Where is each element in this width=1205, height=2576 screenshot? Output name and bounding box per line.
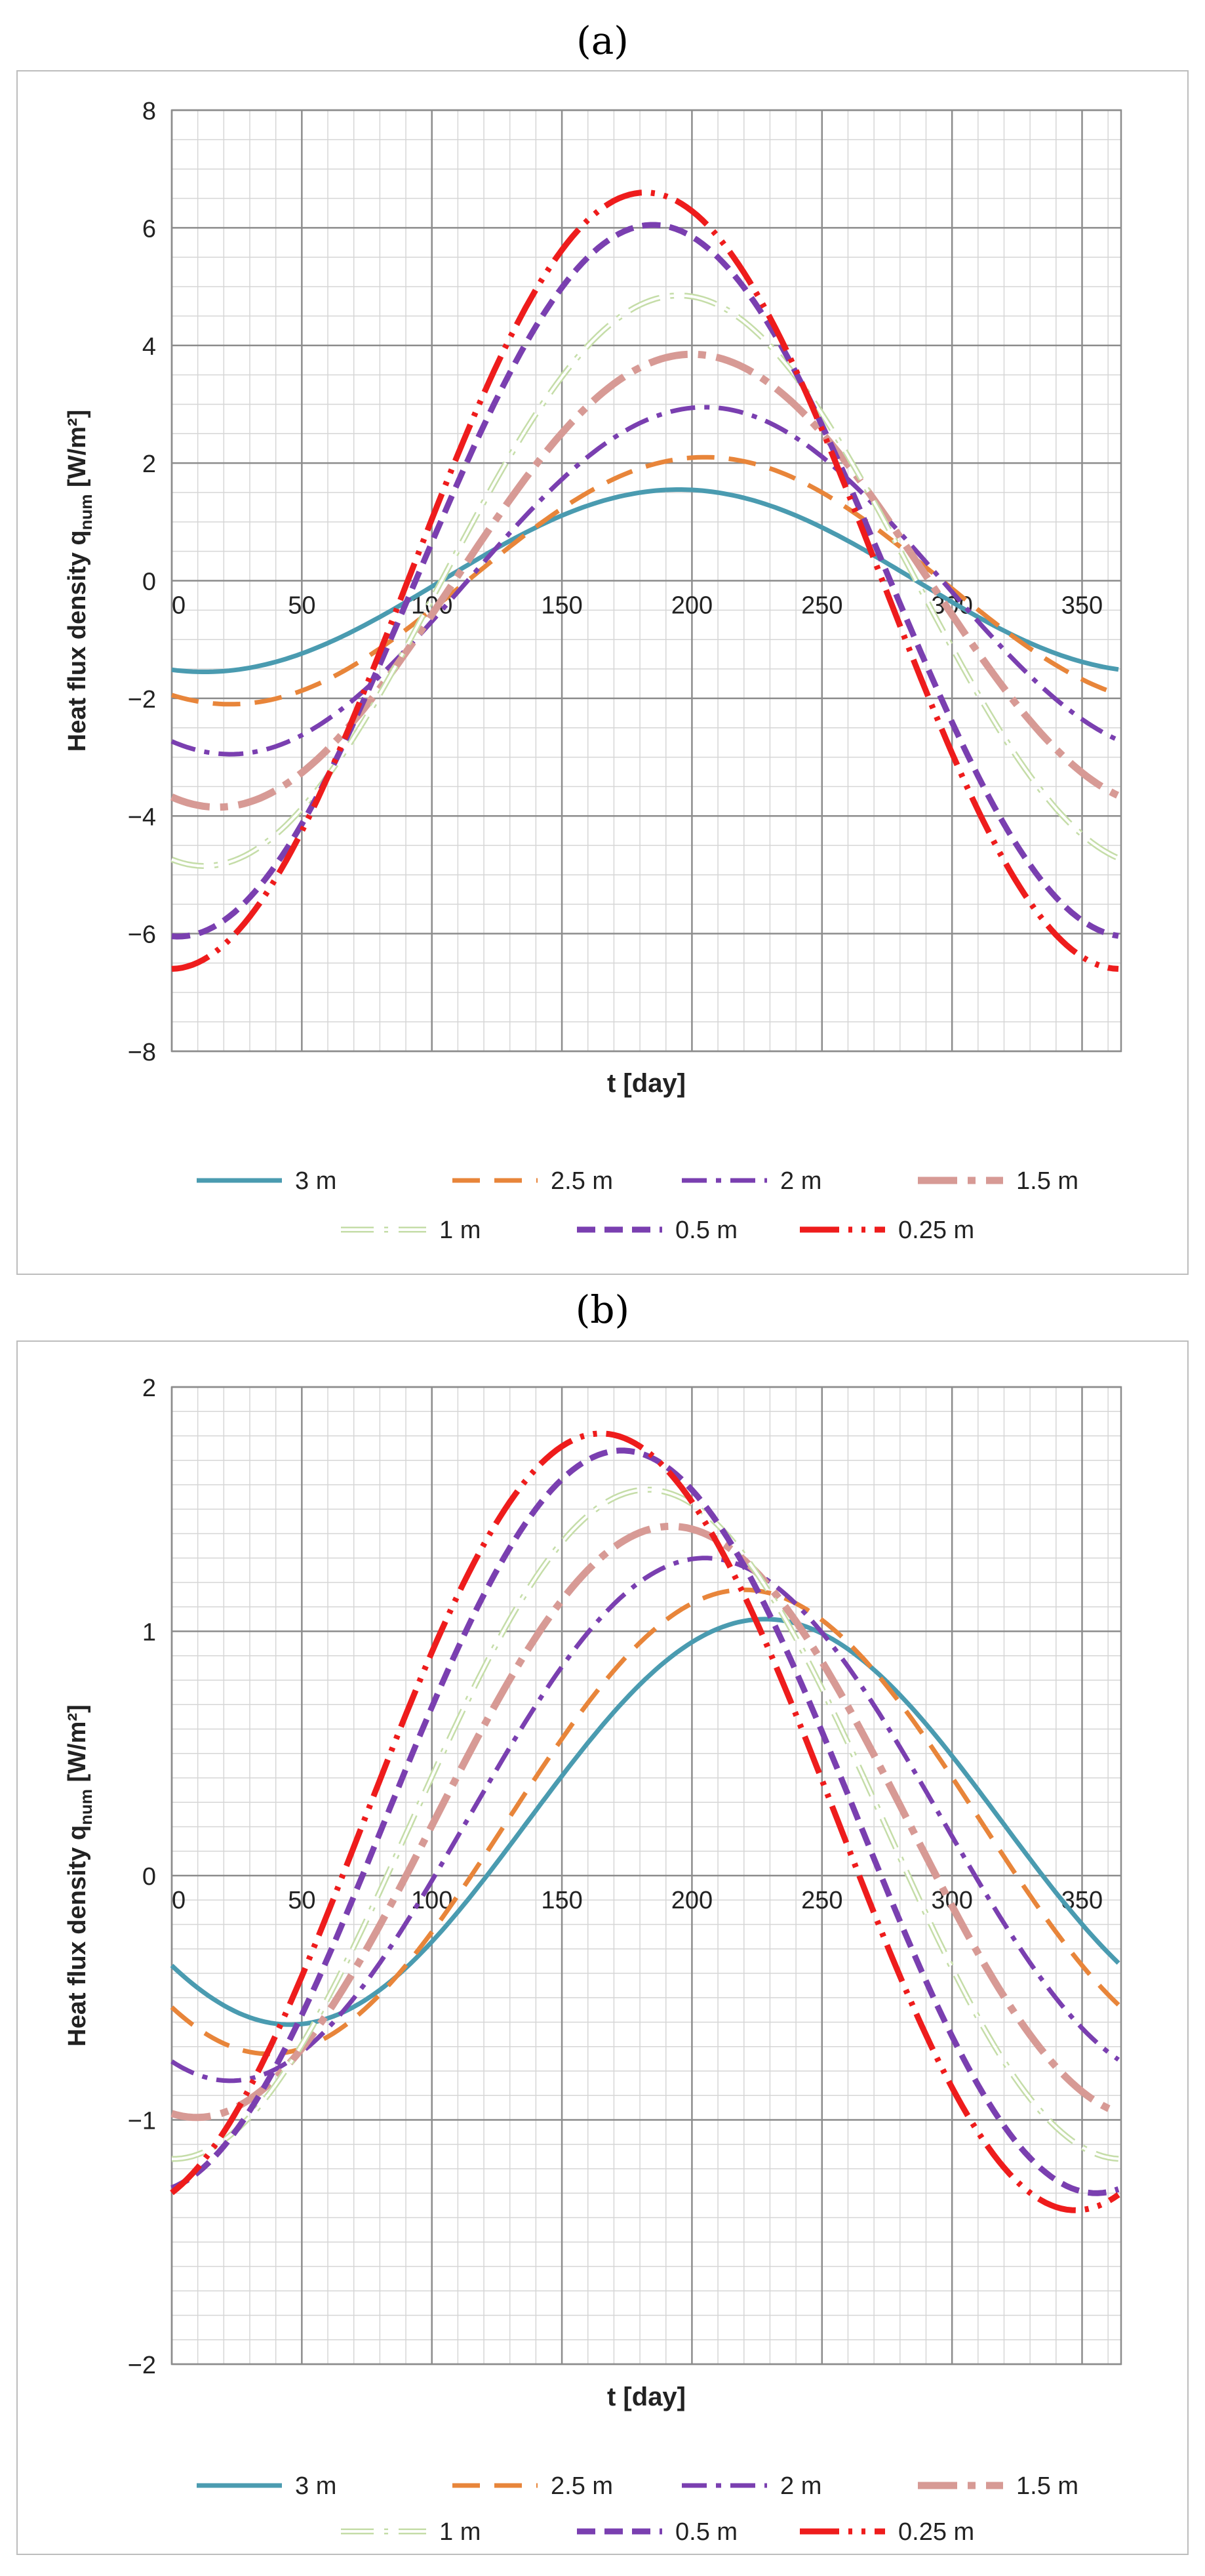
- y-tick-label: 8: [142, 98, 156, 125]
- series-line-1-m: [171, 1487, 1119, 2162]
- y-tick-label: −8: [128, 1039, 156, 1066]
- y-axis-label-sub: num: [76, 494, 96, 531]
- legend-label: 1.5 m: [1016, 2472, 1078, 2500]
- y-tick-label: −1: [128, 2108, 156, 2135]
- legend-label: 0.25 m: [898, 1217, 974, 1244]
- y-tick-label: −2: [128, 2352, 156, 2379]
- x-tick-label: 0: [172, 1887, 186, 1914]
- x-tick-label: 200: [671, 1887, 713, 1914]
- series-line-0-5-m: [171, 222, 1119, 940]
- legend-label: 1.5 m: [1016, 1167, 1078, 1195]
- x-tick-label: 250: [801, 592, 842, 620]
- x-tick-label: 50: [288, 1887, 315, 1914]
- plot-area: [170, 109, 1122, 1053]
- x-tick-label: 50: [288, 592, 315, 620]
- x-tick-label: 350: [1061, 592, 1103, 620]
- y-tick-label: 4: [142, 333, 156, 361]
- series-line-0-5-m: [170, 1447, 1120, 2196]
- x-axis-label: t [day]: [607, 1069, 686, 1098]
- y-tick-label: 0: [142, 1863, 156, 1891]
- y-tick-label: −4: [128, 803, 156, 831]
- x-tick-label: 200: [671, 592, 713, 620]
- legend-label: 3 m: [295, 1167, 336, 1195]
- legend-label: 1 m: [439, 1217, 481, 1244]
- y-tick-label: 0: [142, 569, 156, 596]
- x-tick-label: 0: [172, 592, 186, 620]
- y-axis-label-unit: [W/m²]: [64, 410, 91, 494]
- series-line-1-5-m: [170, 350, 1120, 811]
- y-axis-label-main: Heat flux density q: [64, 1825, 91, 2047]
- series-line-inner: [171, 1488, 1119, 2161]
- y-tick-label: −6: [128, 921, 156, 949]
- y-tick-label: 6: [142, 215, 156, 243]
- x-tick-label: 150: [541, 592, 582, 620]
- series-line-3-m: [170, 1617, 1120, 2027]
- x-axis-label: t [day]: [607, 2383, 686, 2411]
- x-tick-label: 150: [541, 1887, 582, 1914]
- series-line-0-25-m: [171, 190, 1119, 972]
- legend-label: 1 m: [439, 2518, 481, 2546]
- series-line-2-5-m: [171, 454, 1120, 707]
- y-tick-label: 2: [142, 1375, 156, 1402]
- legend-label: 0.5 m: [675, 2518, 738, 2546]
- chart-frame-a: [16, 70, 1189, 1275]
- y-axis-label-main: Heat flux density q: [64, 530, 91, 752]
- y-axis-label-unit: [W/m²]: [64, 1704, 91, 1789]
- legend-label: 0.5 m: [675, 1217, 738, 1244]
- series-line-3-m: [171, 487, 1119, 674]
- y-axis-label: Heat flux density qnum [W/m²]: [64, 1704, 96, 2046]
- legend-label: 2.5 m: [551, 2472, 613, 2500]
- y-tick-label: 2: [142, 451, 156, 478]
- legend-label: 2.5 m: [551, 1167, 613, 1195]
- y-tick-label: 1: [142, 1619, 156, 1647]
- x-tick-label: 250: [801, 1887, 842, 1914]
- series-line-1-5-m: [170, 1522, 1120, 2122]
- series-line-2-m: [170, 1556, 1120, 2083]
- y-axis-label: Heat flux density qnum [W/m²]: [64, 410, 96, 752]
- chart-frame-b: [16, 1340, 1189, 2555]
- legend-label: 2 m: [780, 2472, 821, 2500]
- legend-label: 2 m: [780, 1167, 821, 1195]
- panel-label-b: (b): [576, 1287, 629, 1332]
- y-tick-label: −2: [128, 686, 156, 714]
- plot-area: [170, 1386, 1122, 2365]
- panel-label-a: (a): [576, 18, 629, 63]
- legend-label: 0.25 m: [898, 2518, 974, 2546]
- series-line-0-25-m: [170, 1430, 1120, 2213]
- legend-label: 3 m: [295, 2472, 336, 2500]
- y-axis-label-sub: num: [76, 1789, 96, 1825]
- series-line-2-m: [170, 405, 1120, 757]
- series-line-2-5-m: [170, 1587, 1120, 2057]
